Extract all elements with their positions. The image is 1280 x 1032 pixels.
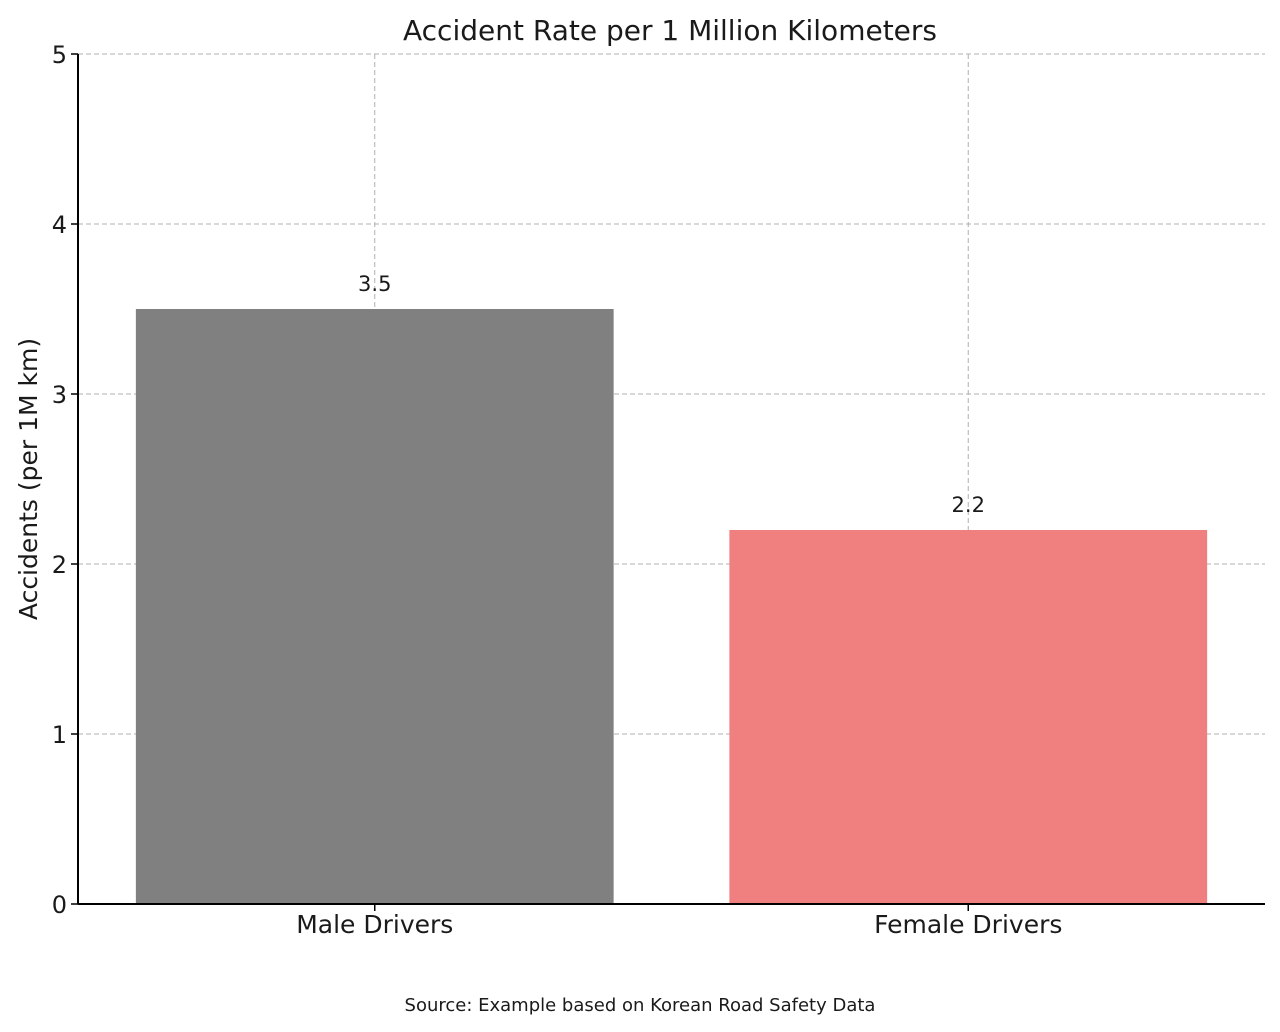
axes xyxy=(71,53,1265,911)
bar-0 xyxy=(135,309,614,904)
chart-title: Accident Rate per 1 Million Kilometers xyxy=(403,14,937,47)
data-label-1: 2.2 xyxy=(952,493,985,517)
y-tick-label-0: 0 xyxy=(52,891,67,919)
bar-1 xyxy=(729,530,1208,904)
y-tick-label-3: 3 xyxy=(52,381,67,409)
y-axis-title: Accidents (per 1M km) xyxy=(14,338,43,620)
x-tick-label-1: Female Drivers xyxy=(874,910,1062,939)
x-tick-label-0: Male Drivers xyxy=(296,910,453,939)
y-tick-label-5: 5 xyxy=(52,41,67,69)
y-tick-label-1: 1 xyxy=(52,721,67,749)
source-note: Source: Example based on Korean Road Saf… xyxy=(405,995,876,1016)
labels: 3.5 2.2 0 1 2 3 4 5 Male Drivers Female Drivers xyxy=(52,41,1063,939)
bars xyxy=(135,309,1208,904)
y-tick-label-2: 2 xyxy=(52,551,67,579)
data-label-0: 3.5 xyxy=(358,272,391,296)
y-tick-label-4: 4 xyxy=(52,211,67,239)
